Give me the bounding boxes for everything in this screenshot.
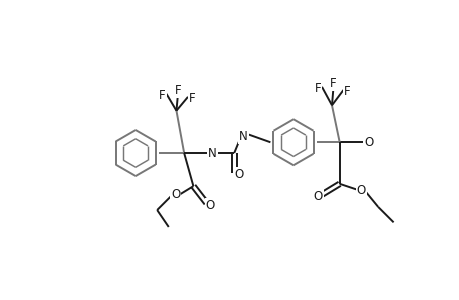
Text: F: F <box>343 85 350 98</box>
Text: O: O <box>205 199 214 212</box>
Text: O: O <box>313 190 322 203</box>
Text: O: O <box>364 136 373 149</box>
Text: N: N <box>208 146 217 160</box>
Text: N: N <box>239 130 247 142</box>
Text: O: O <box>356 184 365 196</box>
Text: F: F <box>174 84 181 97</box>
Text: F: F <box>330 77 336 90</box>
Text: F: F <box>159 89 166 102</box>
Text: O: O <box>171 188 180 201</box>
Text: F: F <box>314 82 321 95</box>
Text: F: F <box>188 92 195 105</box>
Text: O: O <box>234 168 243 181</box>
